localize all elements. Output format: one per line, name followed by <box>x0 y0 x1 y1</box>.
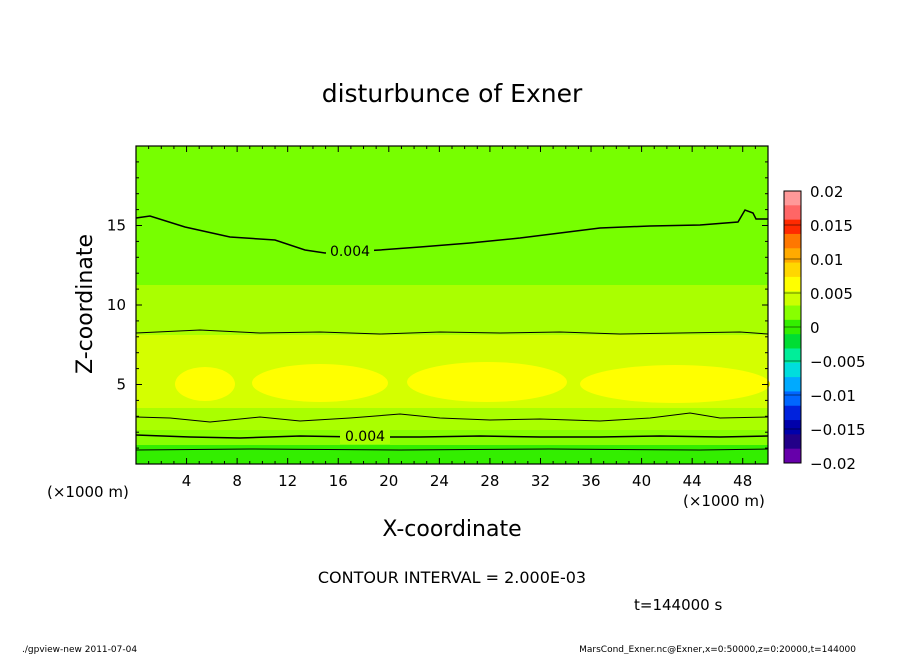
time-label: t=144000 s <box>634 596 722 614</box>
x-tick-label: 8 <box>232 472 242 490</box>
colorbar-label: 0.02 <box>810 183 843 201</box>
colorbar-swatch <box>784 219 801 235</box>
colorbar-swatch <box>784 348 801 364</box>
x-tick-label: 44 <box>683 472 702 490</box>
contour-line-3 <box>135 412 769 423</box>
x-unit-right: (×1000 m) <box>683 492 765 510</box>
x-tick-label: 40 <box>632 472 651 490</box>
footer-right: MarsCond_Exner.nc@Exner,x=0:50000,z=0:20… <box>579 645 856 654</box>
colorbar-swatch <box>784 276 801 292</box>
contour-interval: CONTOUR INTERVAL = 2.000E-03 <box>318 568 586 587</box>
colorbar-swatch <box>784 248 801 264</box>
contour-line-upper <box>135 209 768 254</box>
colorbar-swatch <box>784 391 801 407</box>
max-region-4 <box>580 365 770 403</box>
x-tick-label: 32 <box>531 472 550 490</box>
contour-label-bg-lower <box>340 428 390 444</box>
x-axis: 4 8 12 16 20 24 28 32 36 40 44 48 <box>148 146 756 490</box>
x-tick-label: 12 <box>278 472 297 490</box>
max-region-2 <box>252 364 388 402</box>
colorbar-label: 0 <box>810 319 820 337</box>
colorbar-swatch <box>784 262 801 278</box>
colorbar-swatch <box>784 233 801 249</box>
colorbar-label: 0.005 <box>810 285 853 303</box>
contour-label-lower: 0.004 <box>345 429 385 445</box>
x-tick-label: 4 <box>182 472 192 490</box>
contour-label-upper: 0.004 <box>330 244 370 260</box>
colorbar-swatch <box>784 334 801 349</box>
x-tick-label: 36 <box>581 472 600 490</box>
max-region-1 <box>175 367 235 401</box>
colorbar-swatch <box>784 420 801 435</box>
band-top <box>136 146 768 294</box>
y-axis-label: Z-coordinate <box>73 234 98 374</box>
x-tick-label: 48 <box>733 472 752 490</box>
x-unit-left: (×1000 m) <box>47 483 129 501</box>
contour-line-2 <box>135 329 769 335</box>
colorbar-swatch <box>784 305 801 321</box>
x-tick-label: 20 <box>379 472 398 490</box>
chart-title: disturbunce of Exner <box>322 79 583 108</box>
x-tick-label: 28 <box>480 472 499 490</box>
y-axis: 5 10 15 <box>107 161 768 449</box>
colorbar-swatch <box>784 405 801 421</box>
colorbar-label: −0.01 <box>810 387 856 405</box>
y-tick-label: 5 <box>116 376 126 394</box>
colorbar-label: −0.02 <box>810 455 856 473</box>
colorbar-label: 0.015 <box>810 217 853 235</box>
plot-area: 0.004 0.004 <box>135 145 770 465</box>
colorbar-label: −0.005 <box>810 353 866 371</box>
colorbar-swatch <box>784 362 801 378</box>
contour-line-lower <box>135 434 769 439</box>
contour-label-bg-upper <box>326 243 374 259</box>
band-upper <box>136 285 768 340</box>
x-axis-label: X-coordinate <box>382 517 521 542</box>
x-tick-label: 16 <box>329 472 348 490</box>
colorbar-label: −0.015 <box>810 421 866 439</box>
colorbar-swatch <box>784 434 801 450</box>
max-region-3 <box>407 362 567 402</box>
band-bottom-1 <box>136 430 768 445</box>
colorbar-swatch <box>784 377 801 392</box>
footer-left: ./gpview-new 2011-07-04 <box>22 645 137 654</box>
colorbar-swatch <box>784 448 801 464</box>
x-tick-label: 24 <box>430 472 449 490</box>
colorbar-label: 0.01 <box>810 251 843 269</box>
colorbar: 0.02 0.015 0.01 0.005 0 −0.005 −0.01 −0.015 −0.0… <box>783 183 866 473</box>
colorbar-swatch <box>784 205 801 221</box>
y-tick-label: 10 <box>107 296 126 314</box>
colorbar-swatch <box>784 191 801 206</box>
contour-line-bottom <box>135 448 769 451</box>
y-tick-label: 15 <box>107 217 126 235</box>
colorbar-swatch <box>784 291 801 307</box>
